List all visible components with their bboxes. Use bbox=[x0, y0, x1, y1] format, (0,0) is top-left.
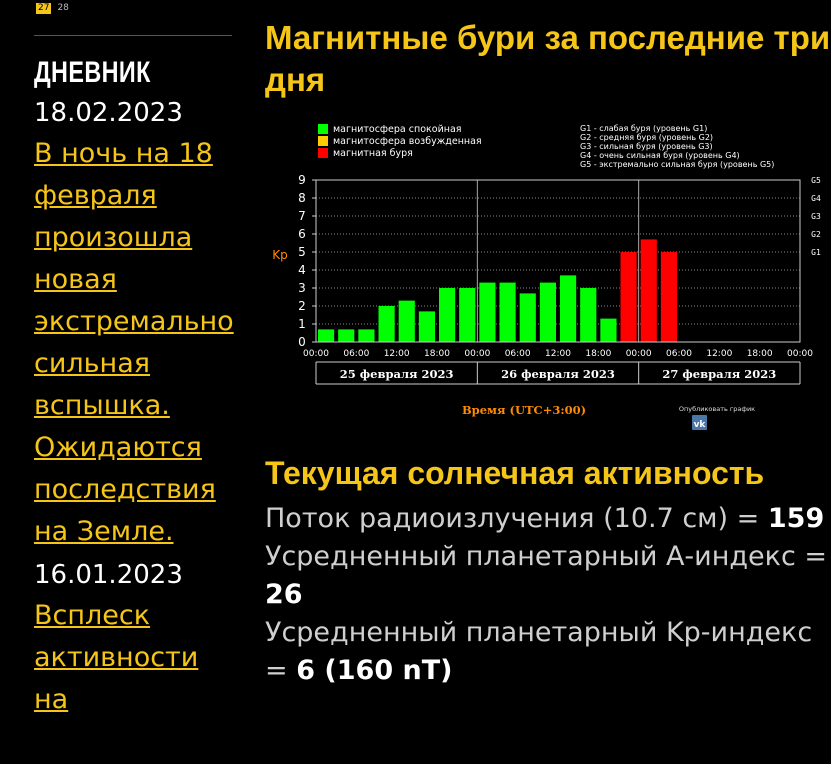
radio-flux-label: Поток радиоизлучения (10.7 см) = bbox=[265, 503, 760, 534]
x-tick-label: 12:00 bbox=[545, 349, 571, 359]
storm-legend-item: G5 - экстремально сильная буря (уровень … bbox=[580, 160, 774, 169]
g-level-label: G2 bbox=[811, 230, 821, 239]
y-axis-label: Kp bbox=[272, 248, 288, 262]
x-tick-label: 12:00 bbox=[384, 349, 410, 359]
kp-bar bbox=[479, 282, 496, 342]
y-tick-label: 8 bbox=[298, 191, 306, 205]
kp-bar bbox=[378, 306, 395, 342]
storm-legend-item: G3 - сильная буря (уровень G3) bbox=[580, 142, 713, 151]
entry-date: 18.02.2023 bbox=[34, 98, 183, 128]
storm-legend-item: G1 - слабая буря (уровень G1) bbox=[580, 124, 707, 133]
kp-index-label: Усредненный планетарный Kp-индекс = bbox=[265, 617, 813, 686]
x-tick-label: 18:00 bbox=[747, 349, 773, 359]
y-tick-label: 3 bbox=[298, 281, 306, 295]
page-title: Магнитные бури за последние три дня bbox=[265, 19, 831, 98]
y-tick-label: 4 bbox=[298, 263, 306, 277]
x-tick-label: 18:00 bbox=[585, 349, 611, 359]
x-tick-label: 06:00 bbox=[505, 349, 531, 359]
sidebar: 27 28 ДНЕВНИК 18.02.2023 В ночь на 18 фев… bbox=[34, 0, 240, 721]
x-tick-label: 06:00 bbox=[666, 349, 692, 359]
legend-swatch bbox=[318, 136, 328, 146]
day-label: 26 февраля 2023 bbox=[501, 367, 615, 381]
calendar-day-today[interactable]: 27 bbox=[36, 3, 52, 14]
y-tick-label: 6 bbox=[298, 227, 306, 241]
y-tick-label: 2 bbox=[298, 299, 306, 313]
kp-bar bbox=[499, 282, 516, 342]
kp-index-stat: Усредненный планетарный Kp-индекс = 6 (1… bbox=[265, 614, 831, 690]
y-tick-label: 5 bbox=[298, 245, 306, 259]
kp-bar bbox=[600, 318, 617, 342]
g-level-label: G4 bbox=[811, 194, 821, 203]
vk-icon[interactable] bbox=[692, 415, 707, 430]
legend-label: магнитосфера спокойная bbox=[333, 124, 462, 135]
kp-bar bbox=[358, 329, 375, 342]
storm-legend-item: G2 - средняя буря (уровень G2) bbox=[580, 133, 713, 142]
radio-flux-stat: Поток радиоизлучения (10.7 см) = 159 bbox=[265, 500, 831, 538]
day-label: 27 февраля 2023 bbox=[662, 367, 776, 381]
legend-label: магнитосфера возбужденная bbox=[333, 136, 482, 147]
publish-label: Опубликовать график bbox=[679, 405, 755, 413]
activity-stats: Поток радиоизлучения (10.7 см) = 159 Уср… bbox=[265, 500, 831, 690]
main-content: Магнитные бури за последние три дня магн… bbox=[265, 0, 831, 686]
kp-bar bbox=[459, 288, 476, 342]
a-index-label: Усредненный планетарный А-индекс = bbox=[265, 541, 828, 572]
storm-legend-item: G4 - очень сильная буря (уровень G4) bbox=[580, 151, 740, 160]
legend-swatch bbox=[318, 124, 328, 134]
x-tick-label: 00:00 bbox=[626, 349, 652, 359]
kp-bar bbox=[519, 293, 536, 342]
g-level-label: G3 bbox=[811, 212, 821, 221]
a-index-stat: Усредненный планетарный А-индекс = 26 bbox=[265, 538, 831, 614]
legend-label: магнитная буря bbox=[333, 148, 413, 159]
kp-bar bbox=[318, 329, 335, 342]
x-axis-label: Время (UTC+3:00) bbox=[462, 403, 586, 417]
diary-entry: 18.02.2023 В ночь на 18 февраля произошл… bbox=[34, 93, 240, 553]
kp-bar bbox=[560, 275, 577, 342]
plot-frame bbox=[315, 179, 801, 343]
y-tick-label: 9 bbox=[298, 173, 306, 187]
kp-chart: магнитосфера спокойная магнитосфера возбу… bbox=[269, 115, 829, 435]
calendar-day-next[interactable]: 28 bbox=[57, 3, 69, 13]
kp-bar bbox=[660, 252, 677, 342]
kp-bar bbox=[640, 239, 657, 342]
vk-icon-glyph: vk bbox=[694, 420, 707, 430]
kp-bar bbox=[539, 282, 556, 342]
kp-bar bbox=[580, 288, 597, 342]
y-tick-label: 7 bbox=[298, 209, 306, 223]
kp-bar bbox=[398, 300, 415, 342]
entry-date: 16.01.2023 bbox=[34, 560, 183, 590]
diary-title: ДНЕВНИК bbox=[34, 56, 151, 89]
g-level-label: G5 bbox=[811, 176, 821, 185]
y-tick-label: 1 bbox=[298, 317, 306, 331]
legend-swatch bbox=[318, 148, 328, 158]
x-tick-label: 06:00 bbox=[343, 349, 369, 359]
x-tick-label: 12:00 bbox=[706, 349, 732, 359]
g-level-label: G1 bbox=[811, 248, 821, 257]
divider bbox=[34, 35, 232, 36]
kp-bar bbox=[418, 311, 435, 342]
diary-entry: 16.01.2023 Всплеск активности на bbox=[34, 555, 240, 721]
kp-bar bbox=[439, 288, 456, 342]
entry-link[interactable]: В ночь на 18 февраля произошла новая экс… bbox=[34, 138, 234, 547]
x-tick-label: 00:00 bbox=[464, 349, 490, 359]
entry-link[interactable]: Всплеск активности на bbox=[34, 600, 199, 715]
y-tick-label: 0 bbox=[298, 335, 306, 349]
x-tick-label: 18:00 bbox=[424, 349, 450, 359]
kp-index-value: 6 (160 nT) bbox=[296, 655, 453, 686]
radio-flux-value: 159 bbox=[767, 503, 825, 534]
a-index-value: 26 bbox=[265, 579, 303, 610]
day-label: 25 февраля 2023 bbox=[340, 367, 454, 381]
mini-calendar: 27 28 bbox=[34, 3, 240, 14]
kp-bar bbox=[620, 252, 637, 342]
kp-bar bbox=[338, 329, 355, 342]
x-tick-label: 00:00 bbox=[787, 349, 813, 359]
activity-title: Текущая солнечная активность bbox=[265, 455, 765, 491]
x-tick-label: 00:00 bbox=[303, 349, 329, 359]
